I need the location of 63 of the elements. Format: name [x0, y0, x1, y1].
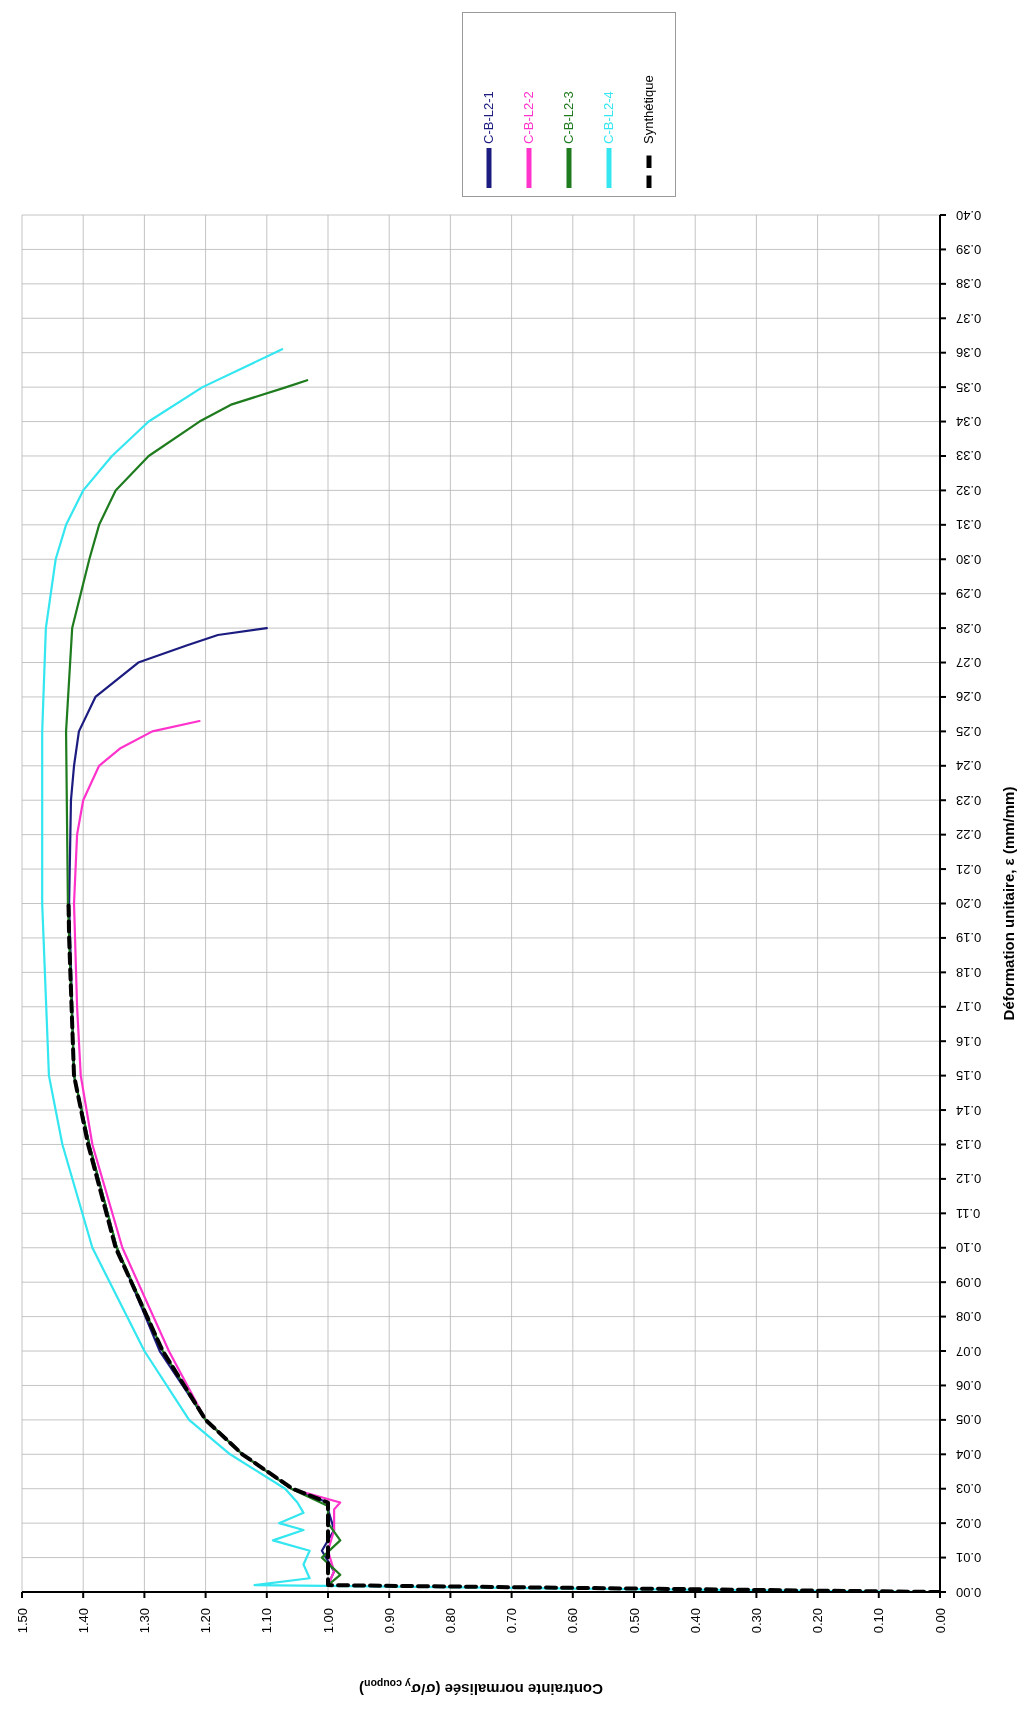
x-tick-label: 1.30 — [136, 1608, 152, 1634]
x-tick-label: 0.30 — [748, 1608, 764, 1634]
y-axis-title: Déformation unitaire, ε (mm/mm) — [999, 786, 1017, 1021]
x-tick-label: 0.70 — [504, 1608, 520, 1634]
y-tick-label: 0.25 — [956, 723, 982, 739]
y-tick-label: 0.38 — [956, 276, 982, 292]
text: C-B-L2-3 — [560, 91, 576, 144]
y-tick-label: 0.18 — [956, 964, 982, 980]
x-tick-label: 0.00 — [932, 1608, 948, 1634]
y-tick-label: 0.09 — [956, 1274, 982, 1290]
y-tick-label: 0.15 — [956, 1068, 982, 1084]
y-tick-label: 0.32 — [956, 482, 982, 498]
text: C-B-L2-1 — [480, 91, 496, 144]
y-tick-label: 0.37 — [956, 310, 982, 326]
y-tick-label: 0.39 — [956, 241, 982, 257]
y-tick-label: 0.04 — [956, 1446, 982, 1462]
y-tick-label: 0.19 — [956, 930, 982, 946]
text: C-B-L2-4 — [600, 91, 616, 144]
y-tick-label: 0.06 — [956, 1377, 982, 1393]
y-tick-label: 0.36 — [956, 345, 982, 361]
y-tick-label: 0.30 — [956, 551, 982, 567]
y-tick-label: 0.22 — [956, 827, 982, 843]
y-tick-label: 0.07 — [956, 1343, 982, 1359]
y-tick-label: 0.33 — [956, 448, 982, 464]
y-tick-label: 0.11 — [956, 1205, 981, 1221]
y-tick-label: 0.35 — [956, 379, 982, 395]
y-tick-label: 0.13 — [956, 1136, 982, 1152]
x-tick-label: 1.20 — [198, 1608, 214, 1634]
y-tick-label: 0.17 — [956, 999, 982, 1015]
y-tick-label: 0.27 — [956, 655, 982, 671]
x-tick-label: 0.40 — [687, 1608, 703, 1634]
y-tick-label: 0.28 — [956, 620, 982, 636]
x-tick-label: 1.40 — [75, 1608, 91, 1634]
y-tick-label: 0.00 — [956, 1584, 982, 1600]
x-tick-label: 0.50 — [626, 1608, 642, 1634]
x-tick-label: 0.90 — [381, 1608, 397, 1634]
x-tick-label: 1.10 — [259, 1608, 275, 1634]
y-tick-label: 0.02 — [956, 1515, 982, 1531]
y-tick-label: 0.24 — [956, 758, 982, 774]
y-tick-label: 0.01 — [956, 1550, 982, 1566]
y-tick-label: 0.29 — [956, 586, 982, 602]
y-tick-label: 0.08 — [956, 1309, 982, 1325]
y-tick-label: 0.23 — [956, 792, 982, 808]
x-tick-label: 0.80 — [442, 1608, 458, 1634]
y-tick-label: 0.05 — [956, 1412, 982, 1428]
x-tick-label: 0.10 — [871, 1608, 887, 1634]
y-tick-label: 0.20 — [956, 896, 982, 911]
x-tick-label: 1.50 — [14, 1608, 30, 1634]
y-tick-label: 0.34 — [956, 414, 982, 430]
y-tick-label: 0.31 — [956, 517, 982, 533]
y-tick-label: 0.10 — [956, 1240, 982, 1256]
x-tick-label: 0.20 — [810, 1608, 826, 1634]
y-tick-label: 0.03 — [956, 1481, 982, 1497]
text: C-B-L2-2 — [520, 91, 536, 144]
x-tick-label: 1.00 — [320, 1608, 336, 1634]
y-tick-label: 0.16 — [956, 1033, 982, 1049]
y-tick-label: 0.40 — [956, 207, 982, 223]
x-tick-label: 0.60 — [565, 1608, 581, 1634]
y-tick-label: 0.12 — [956, 1171, 982, 1187]
y-tick-label: 0.21 — [956, 861, 982, 877]
y-tick-label: 0.14 — [956, 1102, 982, 1118]
text: Synthétique — [640, 75, 656, 144]
y-tick-label: 0.26 — [956, 689, 982, 705]
